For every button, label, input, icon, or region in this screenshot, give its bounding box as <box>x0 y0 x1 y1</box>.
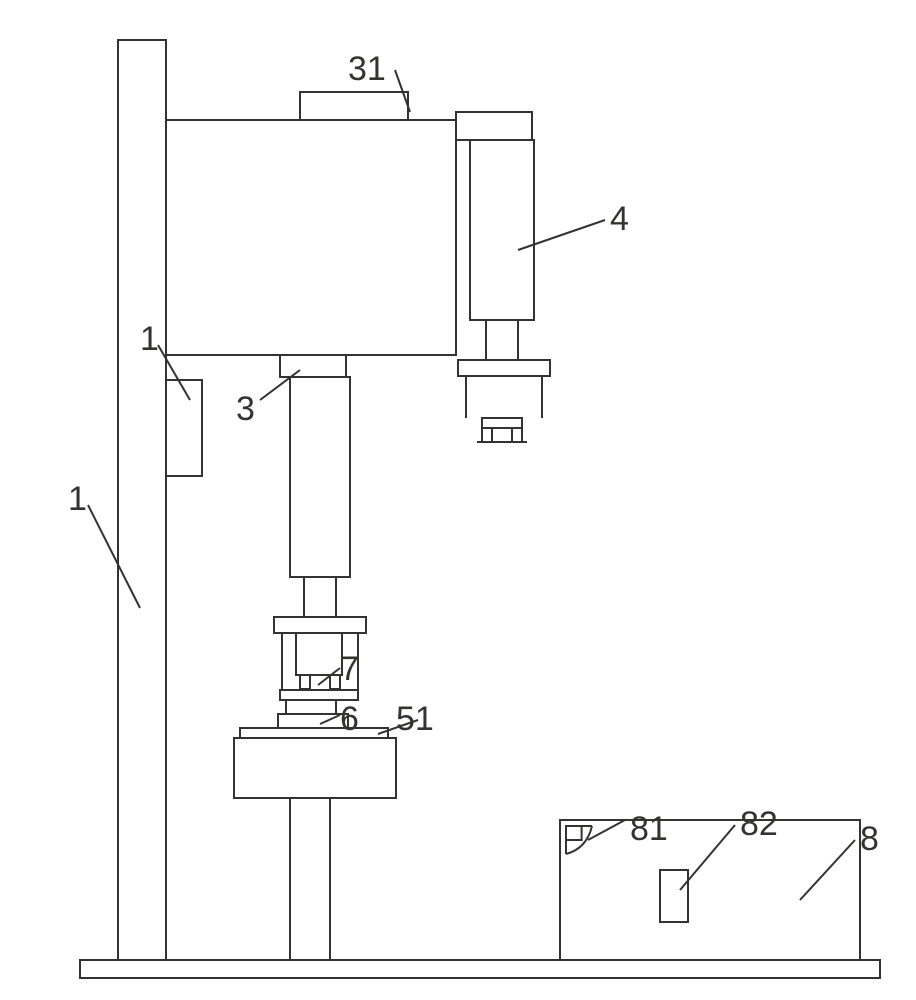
label-6: 6 <box>340 700 359 739</box>
label-1a: 1 <box>140 320 159 359</box>
neck-3 <box>280 355 346 377</box>
label-8: 8 <box>860 820 879 859</box>
control-box <box>166 380 202 476</box>
base-plate <box>80 960 880 978</box>
label-51: 51 <box>396 700 434 739</box>
label-4: 4 <box>610 200 629 239</box>
cylinder-4-rod <box>486 320 518 360</box>
arm-top <box>456 112 532 140</box>
lug-3-l <box>300 675 310 689</box>
label-82: 82 <box>740 805 778 844</box>
lug-4-l <box>482 428 492 442</box>
box-8 <box>560 820 860 960</box>
head-box <box>166 120 456 355</box>
disc-7 <box>286 700 336 714</box>
head-3 <box>296 633 342 675</box>
diagram-canvas <box>0 0 916 1000</box>
column <box>118 40 166 960</box>
label-81: 81 <box>630 810 668 849</box>
post-5 <box>290 798 330 960</box>
label-7: 7 <box>340 650 359 689</box>
lug-plate-3 <box>280 690 358 700</box>
label-31: 31 <box>348 50 386 89</box>
cylinder-3-flange <box>274 617 366 633</box>
top-plate <box>300 92 408 120</box>
block-5 <box>234 738 396 798</box>
label-3: 3 <box>236 390 255 429</box>
cylinder-3-rod <box>304 577 336 617</box>
button-82 <box>660 870 688 922</box>
lug-3-r <box>330 675 340 689</box>
cylinder-3 <box>290 377 350 577</box>
cylinder-4 <box>470 140 534 320</box>
label-1b: 1 <box>68 480 87 519</box>
cylinder-4-flange <box>458 360 550 376</box>
lug-4-r <box>512 428 522 442</box>
cylinder-4-head <box>482 418 522 428</box>
plate-51 <box>240 728 388 738</box>
